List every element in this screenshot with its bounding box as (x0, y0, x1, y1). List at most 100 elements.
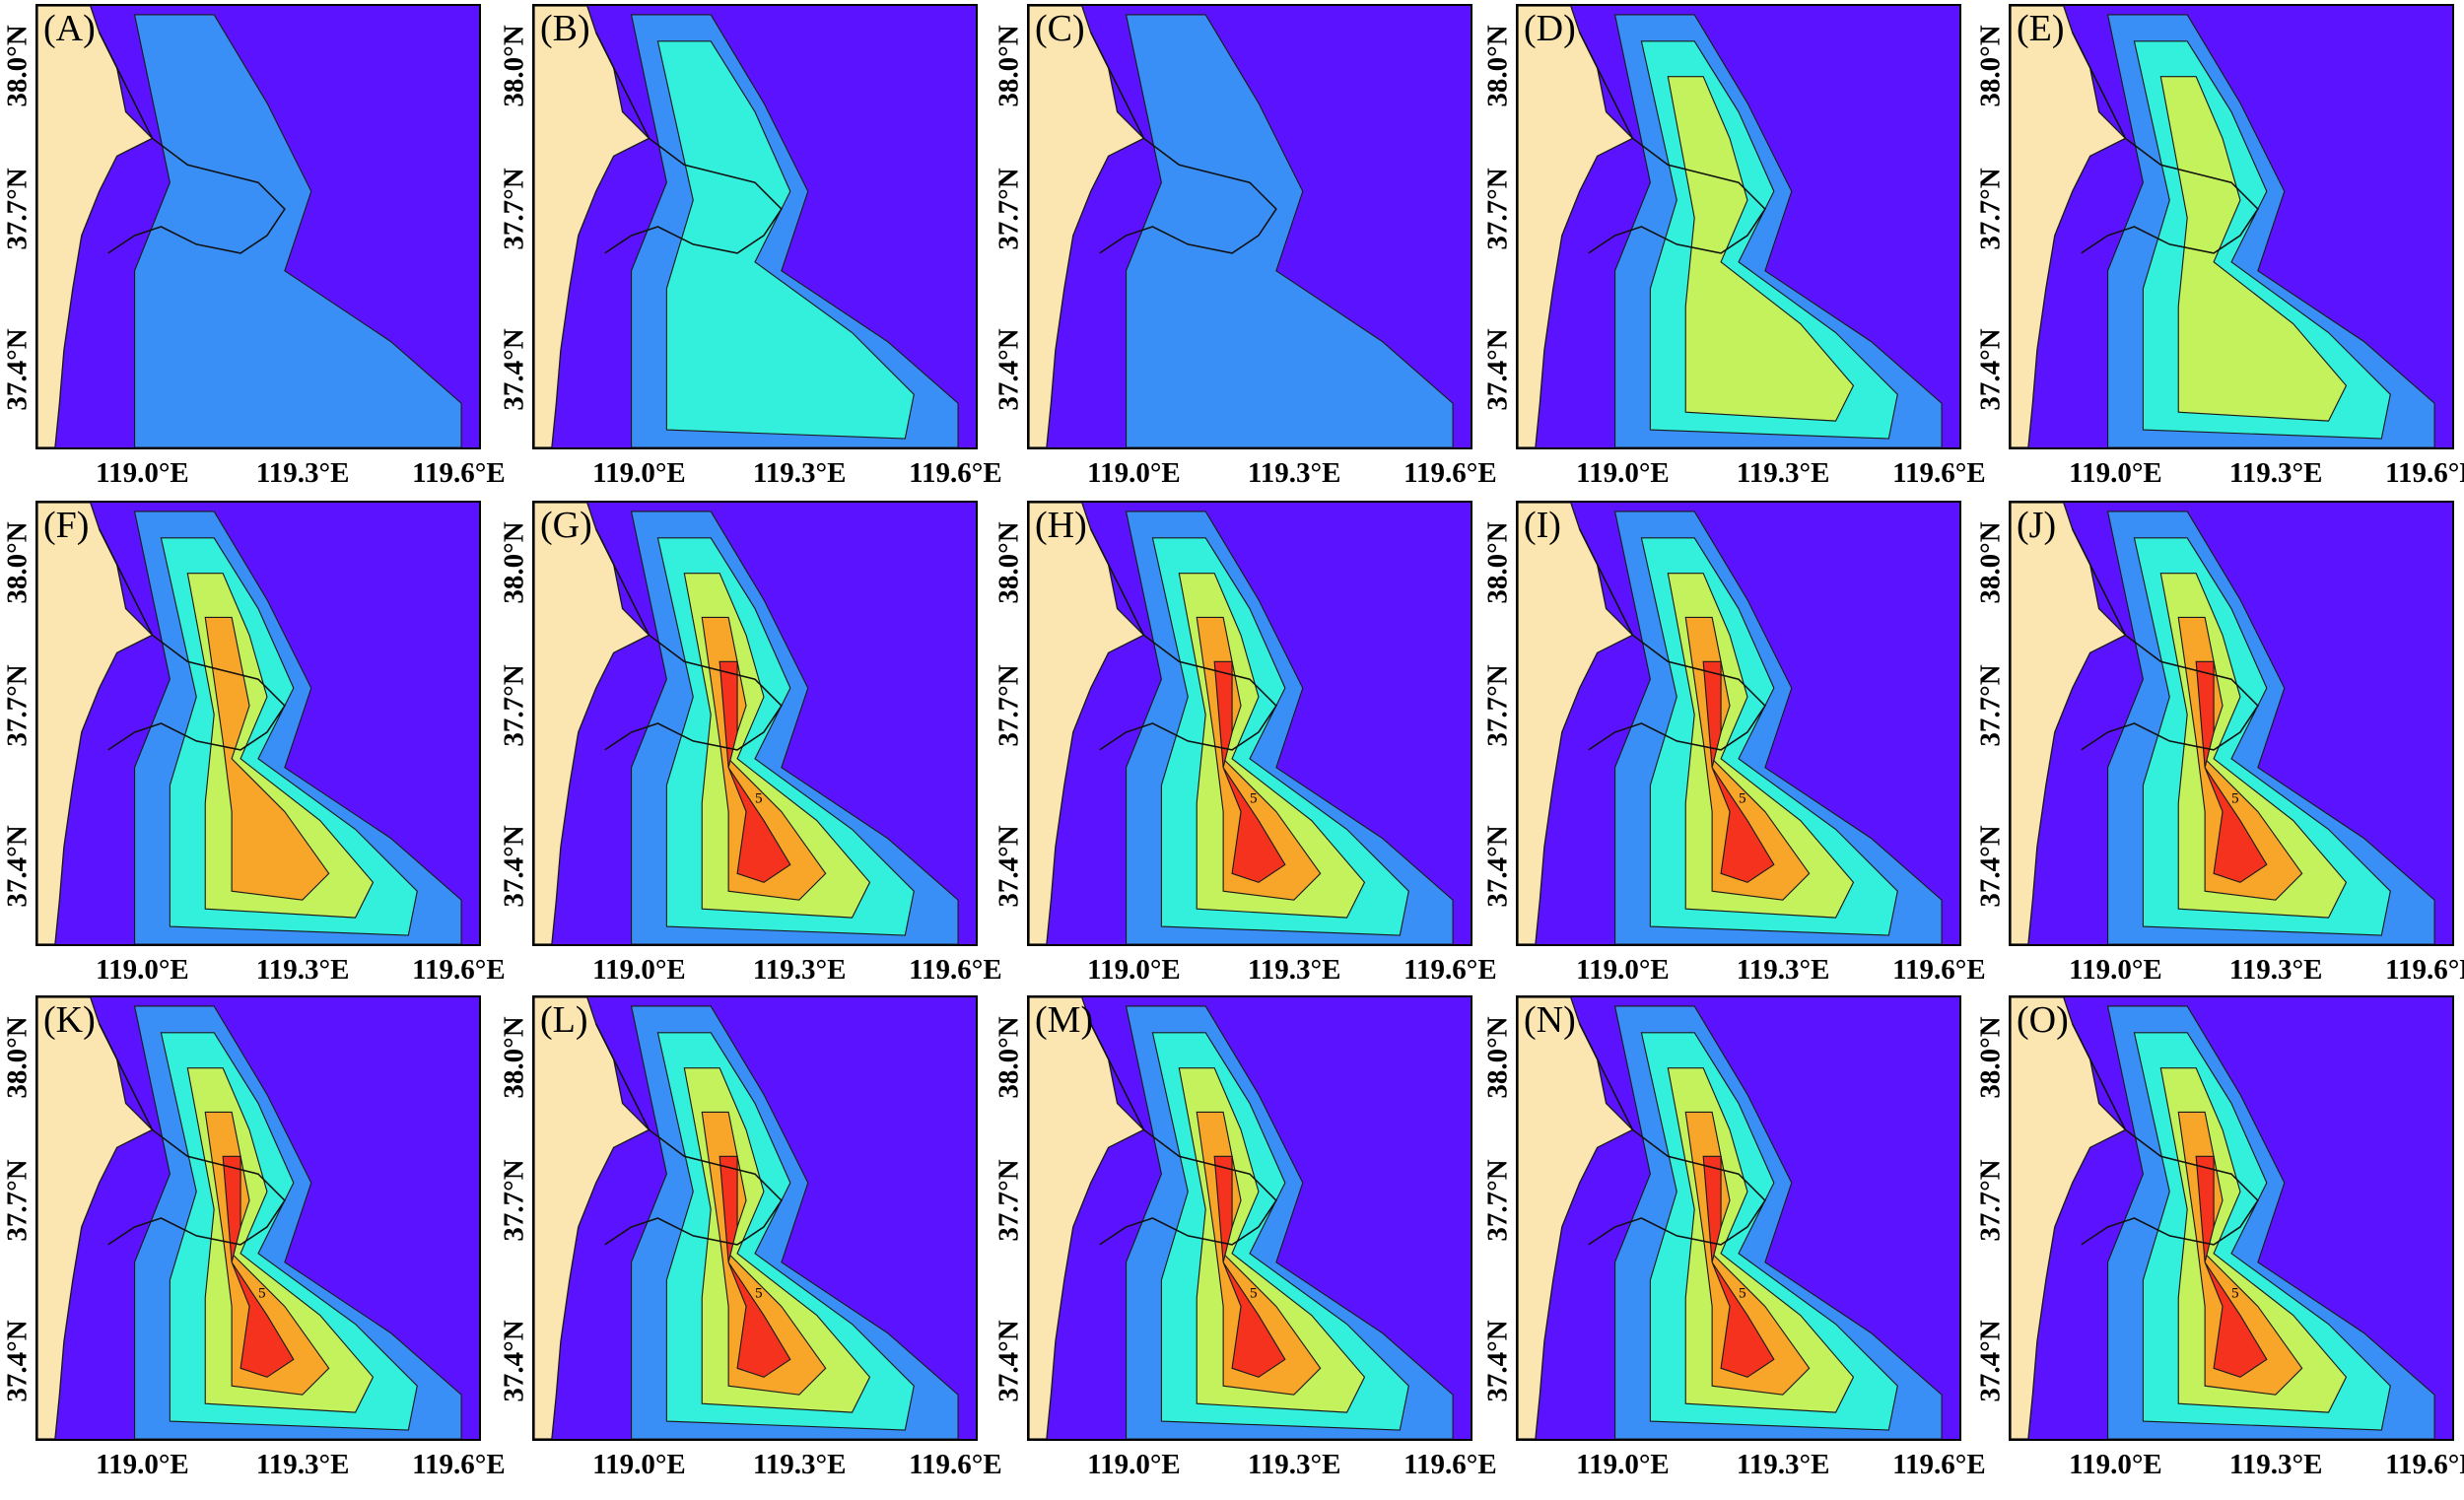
plume-contour-level-5 (719, 1155, 791, 1378)
panel-label: (H) (1035, 505, 1087, 546)
concentration-map: 5 (37, 997, 479, 1439)
plume-contour-level-1 (133, 14, 462, 447)
map-plot-area: 5 (G) (532, 501, 978, 946)
y-tick-label: 38.0°N (992, 25, 1025, 107)
map-panel: 5 (M) 119.0°E 119.3°E 119.6°E 38.0°N 37.7°N 37.… (993, 995, 1512, 1500)
x-tick-label: 119.0°E (592, 1449, 686, 1480)
x-tick-label: 119.0°E (1087, 1449, 1181, 1480)
x-tick-label: 119.0°E (96, 457, 189, 489)
concentration-map: 5 (2011, 997, 2452, 1439)
x-tick-label: 119.6°E (1892, 457, 1986, 489)
map-plot-area: 5 (M) (1027, 995, 1472, 1441)
y-tick-label: 37.4°N (1481, 824, 1514, 908)
map-panel: 5 (I) 119.0°E 119.3°E 119.6°E 38.0°N 37.7°N 37.… (1482, 501, 2001, 1005)
y-tick-label: 37.7°N (498, 664, 530, 747)
y-tick-label: 37.4°N (1974, 1319, 2007, 1402)
y-tick-label: 37.7°N (1481, 1159, 1514, 1242)
y-tick-label: 38.0°N (498, 1016, 530, 1099)
coastline (595, 32, 783, 254)
panel-label: (O) (2017, 999, 2069, 1041)
y-tick-label: 37.7°N (1481, 168, 1514, 250)
x-tick-label: 119.6°E (909, 954, 1002, 986)
y-tick-label: 38.0°N (1, 25, 34, 107)
contour-label: 5 (2231, 1285, 2239, 1302)
x-tick-label: 119.3°E (752, 457, 847, 489)
x-tick-label: 119.3°E (255, 954, 350, 986)
plume-contour-level-4 (204, 616, 330, 901)
y-tick-label: 37.4°N (1974, 327, 2007, 411)
plume-contour-level-1 (1125, 14, 1454, 447)
concentration-map: 5 (1029, 503, 1471, 944)
panel-label: (M) (1035, 999, 1094, 1041)
x-tick-label: 119.6°E (1403, 1449, 1497, 1480)
x-tick-label: 119.6°E (412, 954, 506, 986)
y-tick-label: 37.4°N (992, 1319, 1025, 1402)
map-panel: 5 (O) 119.0°E 119.3°E 119.6°E 38.0°N 37.7°N 37.… (1975, 995, 2464, 1500)
coastline (1579, 1023, 1766, 1246)
y-tick-label: 37.4°N (498, 824, 530, 908)
panel-label: (F) (43, 505, 90, 546)
y-tick-label: 37.4°N (1, 327, 34, 411)
map-panel: 5 (L) 119.0°E 119.3°E 119.6°E 38.0°N 37.7°N 37.… (499, 995, 1017, 1500)
y-tick-label: 38.0°N (498, 521, 530, 604)
map-plot-area: (C) (1027, 4, 1472, 449)
contour-label: 5 (1250, 1285, 1258, 1302)
x-tick-label: 119.3°E (1736, 457, 1830, 489)
map-panel: (B) 119.0°E 119.3°E 119.6°E 38.0°N 37.7°N 37.4… (499, 4, 1017, 509)
x-tick-label: 119.0°E (592, 457, 686, 489)
x-tick-label: 119.6°E (2385, 1449, 2464, 1480)
map-plot-area: (E) (2009, 4, 2454, 449)
y-tick-label: 37.4°N (1974, 824, 2007, 908)
y-tick-label: 37.4°N (498, 1319, 530, 1402)
coastline (1579, 528, 1766, 751)
y-tick-label: 37.4°N (1481, 1319, 1514, 1402)
concentration-map (37, 503, 479, 944)
map-panel: (F) 119.0°E 119.3°E 119.6°E 38.0°N 37.7°N 37.4… (2, 501, 520, 1005)
plume-contour-level-5 (2195, 1155, 2268, 1378)
map-plot-area: 5 (L) (532, 995, 978, 1441)
panel-label: (C) (1035, 8, 1085, 49)
x-tick-label: 119.6°E (412, 457, 506, 489)
contour-label: 5 (258, 1285, 266, 1302)
contour-label: 5 (755, 790, 763, 807)
coastline (1090, 32, 1277, 254)
x-tick-label: 119.3°E (2228, 954, 2323, 986)
map-plot-area: 5 (J) (2009, 501, 2454, 946)
coastline (2072, 528, 2259, 751)
y-tick-label: 37.7°N (1, 1159, 34, 1242)
map-panel: (D) 119.0°E 119.3°E 119.6°E 38.0°N 37.7°N 37.4… (1482, 4, 2001, 509)
concentration-map (2011, 6, 2452, 447)
contour-label: 5 (1739, 790, 1746, 807)
x-tick-label: 119.3°E (1736, 954, 1830, 986)
map-panel: 5 (J) 119.0°E 119.3°E 119.6°E 38.0°N 37.7°N 37.… (1975, 501, 2464, 1005)
map-plot-area: 5 (N) (1516, 995, 1961, 1441)
x-tick-label: 119.0°E (96, 954, 189, 986)
map-panel: (E) 119.0°E 119.3°E 119.6°E 38.0°N 37.7°N 37.4… (1975, 4, 2464, 509)
y-tick-label: 37.7°N (992, 1159, 1025, 1242)
map-panel: 5 (N) 119.0°E 119.3°E 119.6°E 38.0°N 37.7°N 37.… (1482, 995, 2001, 1500)
coastline (99, 32, 286, 254)
x-tick-label: 119.0°E (1576, 457, 1670, 489)
y-tick-label: 38.0°N (1974, 25, 2007, 107)
x-tick-label: 119.3°E (2228, 457, 2323, 489)
plume-contour-level-2 (656, 40, 915, 440)
x-tick-label: 119.6°E (1403, 457, 1497, 489)
y-tick-label: 37.7°N (1974, 168, 2007, 250)
coastline (1090, 1023, 1277, 1246)
y-tick-label: 37.4°N (1, 824, 34, 908)
y-tick-label: 37.7°N (498, 168, 530, 250)
map-panel: (A) 119.0°E 119.3°E 119.6°E 38.0°N 37.7°N 37.4… (2, 4, 520, 509)
y-tick-label: 38.0°N (1481, 1016, 1514, 1099)
x-tick-label: 119.6°E (1892, 954, 1986, 986)
map-plot-area: 5 (I) (1516, 501, 1961, 946)
x-tick-label: 119.3°E (1247, 457, 1341, 489)
panel-label: (E) (2017, 8, 2065, 49)
x-tick-label: 119.3°E (1247, 1449, 1341, 1480)
x-tick-label: 119.0°E (1087, 954, 1181, 986)
y-tick-label: 37.7°N (992, 664, 1025, 747)
contour-label: 5 (2231, 790, 2239, 807)
x-tick-label: 119.6°E (909, 457, 1002, 489)
panel-label: (D) (1524, 8, 1576, 49)
plume-contour-level-5 (1702, 660, 1775, 883)
concentration-map: 5 (2011, 503, 2452, 944)
